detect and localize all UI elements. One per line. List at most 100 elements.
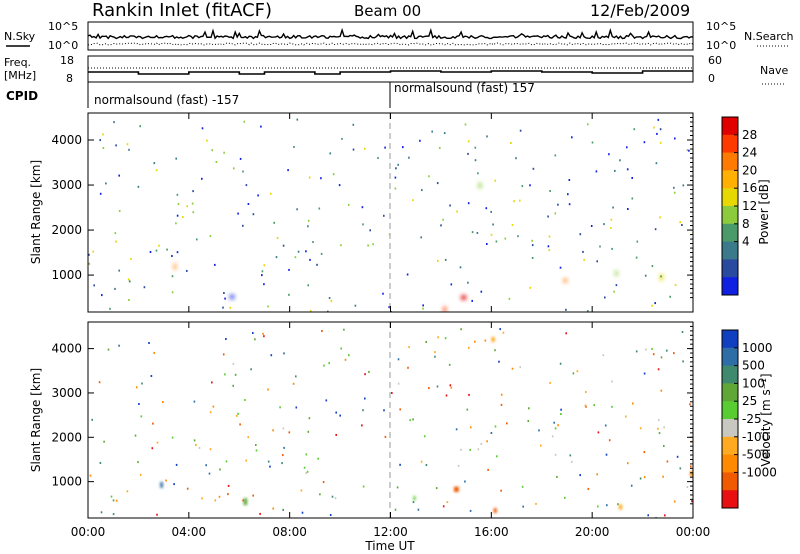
power-speck [682,184,685,187]
velocity-speck [666,460,669,463]
power-cell [461,295,467,300]
velocity-speck [137,461,139,464]
power-speck [477,172,479,175]
power-speck [223,292,225,294]
velocity-speck [660,389,663,392]
power-speck [263,264,266,267]
power-speck [222,306,224,309]
power-speck [673,191,676,194]
velocity-speck [348,354,350,357]
velocity-speck [593,404,595,407]
velocity-speck [198,446,201,449]
power-speck [604,296,606,299]
velocity-speck [645,348,647,351]
power-speck [305,250,307,253]
power-speck [128,280,131,283]
velocity-panel: 1000 2000 3000 4000 00:00 04:00 08:00 12:00 16:… [29,113,777,553]
power-speck [364,147,366,150]
velocity-speck [156,441,159,444]
velocity-speck [673,500,676,503]
velocity-speck [335,433,337,436]
power-speck [547,245,550,248]
velocity-speck [647,514,649,517]
power-speck [549,190,551,192]
velocity-speck [657,427,659,430]
power-speck [118,269,120,272]
velocity-speck [270,354,273,357]
power-speck [316,263,318,266]
velocity-speck [319,493,321,496]
power-speck [467,140,470,143]
velocity-speck [211,381,213,384]
power-speck [395,167,397,170]
velocity-speck [681,331,684,333]
power-speck [388,306,390,309]
power-speck [118,174,120,177]
velocity-speck [500,393,503,396]
power-speck [177,203,180,206]
colorbar-swatch [722,419,738,438]
velocity-speck [425,464,428,466]
velocity-speck [420,460,423,463]
velocity-speck [186,487,189,490]
power-speck [674,137,676,140]
power-speck [615,284,618,287]
velocity-speck [499,328,501,331]
velocity-speck [219,468,221,471]
power-speck [297,250,300,253]
power-speck [176,251,179,254]
power-speck [422,307,424,310]
velocity-speck [254,338,256,341]
colorbar-swatch [722,241,738,260]
power-speck [474,146,477,149]
power-speck [307,219,310,222]
power-speck [318,207,321,210]
velocity-speck [322,481,325,484]
velocity-speck [597,505,599,508]
power-speck [130,257,132,260]
velocity-speck [477,448,480,451]
velocity-speck [205,464,207,467]
cpid-segment-1: normalsound (fast) -157 [94,93,239,107]
velocity-speck [627,462,629,465]
power-speck [369,229,371,232]
velocity-speck [457,464,460,467]
power-speck [263,283,265,286]
power-speck [548,249,551,252]
power-speck [308,176,311,179]
power-speck [126,143,129,146]
power-speck [101,294,103,297]
station-title: Rankin Inlet (fitACF) [92,0,272,21]
velocity-speck [245,459,247,462]
power-speck [261,274,263,277]
power-speck [654,302,656,305]
xtick-label: 00:00 [71,525,106,539]
power-speck [176,214,179,217]
power-speck [354,304,357,307]
velocity-speck [239,423,241,426]
power-speck [449,204,451,207]
velocity-speck [272,429,274,432]
power-speck [307,225,309,228]
colorbar-tick: 28 [742,128,757,142]
nsky-tick-bottom: 10^0 [48,39,78,52]
colorbar-swatch [722,347,738,367]
power-speck [247,203,250,205]
velocity-speck [691,500,693,503]
velocity-speck [682,360,684,363]
velocity-cell [491,337,495,342]
velocity-speck [460,448,462,451]
velocity-speck [474,340,476,343]
power-speck [267,305,269,308]
power-colorbar-label: Power [dB] [757,179,771,244]
power-speck [494,179,496,182]
velocity-speck [399,463,401,466]
power-speck [669,295,671,298]
power-speck [406,273,409,276]
power-speck [490,210,492,213]
velocity-speck [368,370,370,373]
power-speck [224,297,226,300]
velocity-speck [335,411,337,414]
velocity-speck [662,475,664,478]
power-speck [338,184,341,187]
